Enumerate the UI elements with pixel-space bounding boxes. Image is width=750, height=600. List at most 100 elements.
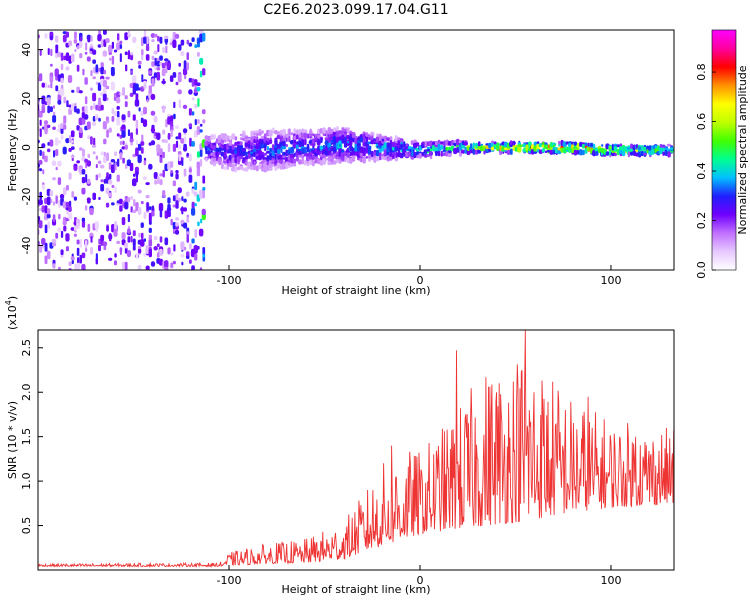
heatmap-cell: [245, 151, 248, 158]
heatmap-cell: [76, 64, 80, 72]
heatmap-cell: [57, 51, 62, 58]
heatmap-cell: [117, 33, 120, 41]
y-tick-label: 0.5: [20, 517, 33, 535]
heatmap-cell: [196, 86, 201, 92]
heatmap-cell: [276, 131, 281, 136]
heatmap-cell: [308, 160, 313, 166]
heatmap-cell: [84, 114, 89, 120]
heatmap-cell: [533, 141, 538, 146]
heatmap-cell: [303, 132, 307, 139]
y-tick-label: 0: [20, 144, 33, 151]
heatmap-cell: [162, 129, 166, 135]
heatmap-cell: [60, 134, 64, 140]
heatmap-cell: [47, 142, 50, 146]
heatmap-cell: [113, 111, 118, 117]
heatmap-cell: [191, 111, 195, 116]
heatmap-cell: [167, 132, 171, 140]
heatmap-cell: [70, 227, 75, 231]
heatmap-cell: [544, 144, 548, 148]
heatmap-cell: [159, 248, 163, 256]
heatmap-cell: [125, 64, 128, 72]
heatmap-cell: [114, 186, 117, 193]
heatmap-cell: [231, 149, 235, 155]
heatmap-cell: [266, 146, 269, 151]
heatmap-cell: [169, 252, 174, 256]
heatmap-cell: [435, 141, 438, 146]
heatmap-cell: [378, 145, 382, 149]
heatmap-cell: [183, 207, 187, 212]
heatmap-cell: [98, 238, 101, 245]
heatmap-cell: [297, 140, 303, 145]
heatmap-cell: [138, 65, 142, 69]
heatmap-cell: [403, 141, 406, 147]
y-tick-label: 2.5: [20, 339, 33, 357]
heatmap-cell: [50, 63, 53, 67]
heatmap-cell: [127, 228, 131, 234]
heatmap-cell: [183, 168, 187, 177]
heatmap-cell: [84, 96, 88, 105]
heatmap-cell: [108, 127, 112, 133]
heatmap-cell: [370, 139, 375, 145]
heatmap-cell: [172, 31, 176, 41]
heatmap-cell: [119, 248, 122, 255]
heatmap-cell: [664, 149, 668, 156]
heatmap-cell: [173, 101, 176, 109]
heatmap-cell: [458, 140, 463, 144]
heatmap-cell: [199, 267, 203, 270]
heatmap-cell: [189, 243, 192, 250]
snr-y-ticks: 0.5 1.0 1.5 2.0 2.5: [20, 339, 43, 534]
heatmap-cell: [194, 119, 197, 126]
heatmap-cell: [352, 158, 356, 162]
heatmap-cell: [76, 125, 80, 131]
heatmap-cell: [164, 266, 169, 270]
heatmap-cell: [199, 148, 203, 157]
heatmap-cell: [135, 119, 139, 129]
heatmap-cell: [297, 159, 303, 165]
heatmap-cell: [44, 82, 48, 89]
heatmap-cell: [47, 84, 50, 89]
heatmap-cell: [397, 151, 401, 156]
heatmap-cell: [127, 236, 131, 243]
heatmap-cell: [122, 157, 125, 164]
heatmap-cell: [108, 44, 113, 53]
heatmap-cell: [84, 51, 88, 55]
heatmap-cell: [92, 59, 96, 64]
heatmap-cell: [185, 191, 190, 197]
heatmap-cell: [218, 158, 222, 166]
heatmap-cell: [274, 139, 278, 143]
heatmap-cell: [55, 166, 58, 171]
heatmap-cell: [99, 164, 105, 169]
heatmap-cell: [70, 130, 75, 138]
heatmap-cell: [568, 142, 573, 148]
heatmap-cell: [169, 75, 174, 82]
heatmap-cell: [121, 261, 126, 270]
heatmap-cell: [156, 71, 160, 81]
heatmap-cell: [292, 144, 297, 148]
heatmap-cell: [239, 155, 244, 160]
heatmap-cell: [293, 163, 297, 167]
heatmap-cell: [281, 155, 287, 159]
heatmap-cell: [260, 136, 265, 139]
heatmap-cell: [510, 140, 513, 145]
heatmap-cell: [87, 153, 91, 158]
heatmap-cell: [499, 150, 502, 155]
heatmap-cell: [137, 60, 142, 65]
heatmap-cell: [335, 132, 340, 136]
heatmap-cell: [111, 202, 115, 206]
heatmap-cell: [312, 155, 315, 159]
heatmap-cell: [49, 32, 54, 36]
heatmap-cell: [288, 161, 291, 167]
heatmap-cell: [212, 157, 217, 162]
heatmap-cell: [135, 93, 139, 101]
heatmap-cell: [499, 145, 502, 152]
heatmap-cell: [141, 232, 144, 240]
heatmap-cell: [582, 149, 585, 156]
heatmap-cell: [44, 255, 48, 265]
heatmap-cell: [74, 263, 77, 270]
heatmap-cell: [167, 62, 171, 69]
heatmap-cell: [127, 51, 131, 60]
heatmap-cell: [130, 206, 133, 213]
heatmap-cell: [103, 30, 107, 35]
heatmap-cell: [145, 265, 150, 270]
heatmap-cell: [367, 145, 372, 150]
